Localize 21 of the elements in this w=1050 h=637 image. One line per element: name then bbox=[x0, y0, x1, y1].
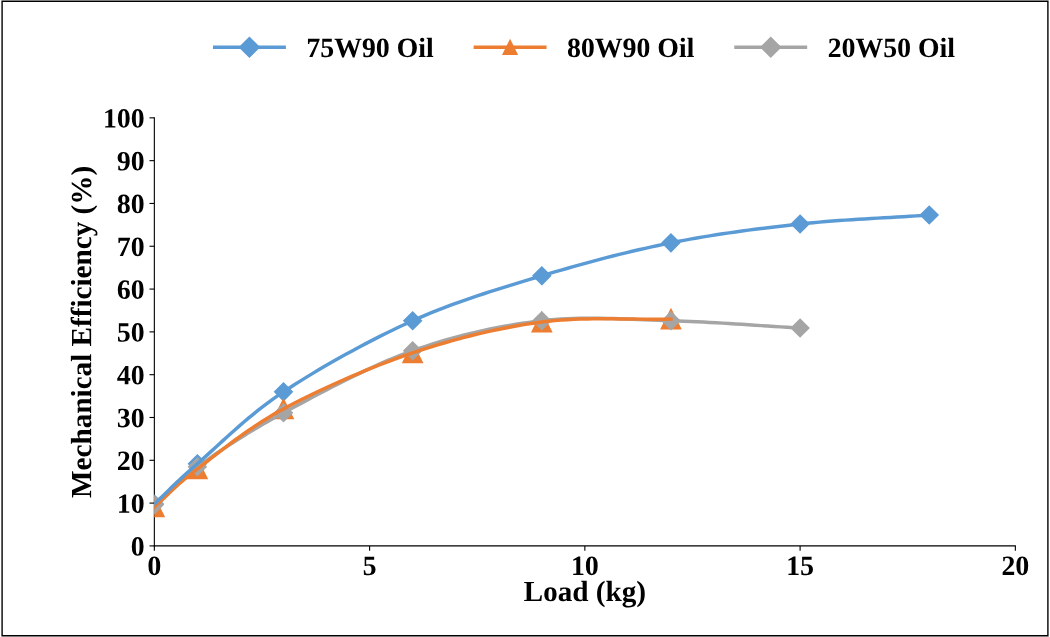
y-tick-label: 100 bbox=[105, 109, 144, 128]
x-axis-title: Load (kg) bbox=[524, 580, 645, 608]
x-tick-label: 0 bbox=[148, 556, 161, 576]
y-tick-label: 70 bbox=[118, 237, 144, 257]
x-tick-label: 15 bbox=[788, 556, 813, 576]
y-tick-label: 30 bbox=[117, 408, 144, 428]
x-tick-label: 20 bbox=[1002, 556, 1029, 576]
legend-label: 80W90 Oil bbox=[567, 37, 694, 58]
y-tick-label: 60 bbox=[117, 280, 144, 299]
y-tick-label: 90 bbox=[117, 151, 144, 171]
y-tick-label: 0 bbox=[131, 537, 144, 556]
legend-label: 75W90 Oil bbox=[307, 37, 434, 58]
x-tick-label: 5 bbox=[363, 556, 376, 576]
legend-label: 20W50 Oil bbox=[828, 37, 955, 58]
y-axis-title: Mechanical Efficiency (%) bbox=[70, 167, 98, 498]
y-tick-label: 40 bbox=[117, 365, 144, 385]
y-tick-label: 80 bbox=[117, 194, 144, 214]
y-tick-label: 20 bbox=[118, 451, 144, 471]
y-tick-label: 10 bbox=[119, 494, 144, 514]
x-tick-label: 10 bbox=[573, 556, 598, 576]
y-tick-label: 50 bbox=[117, 323, 144, 342]
